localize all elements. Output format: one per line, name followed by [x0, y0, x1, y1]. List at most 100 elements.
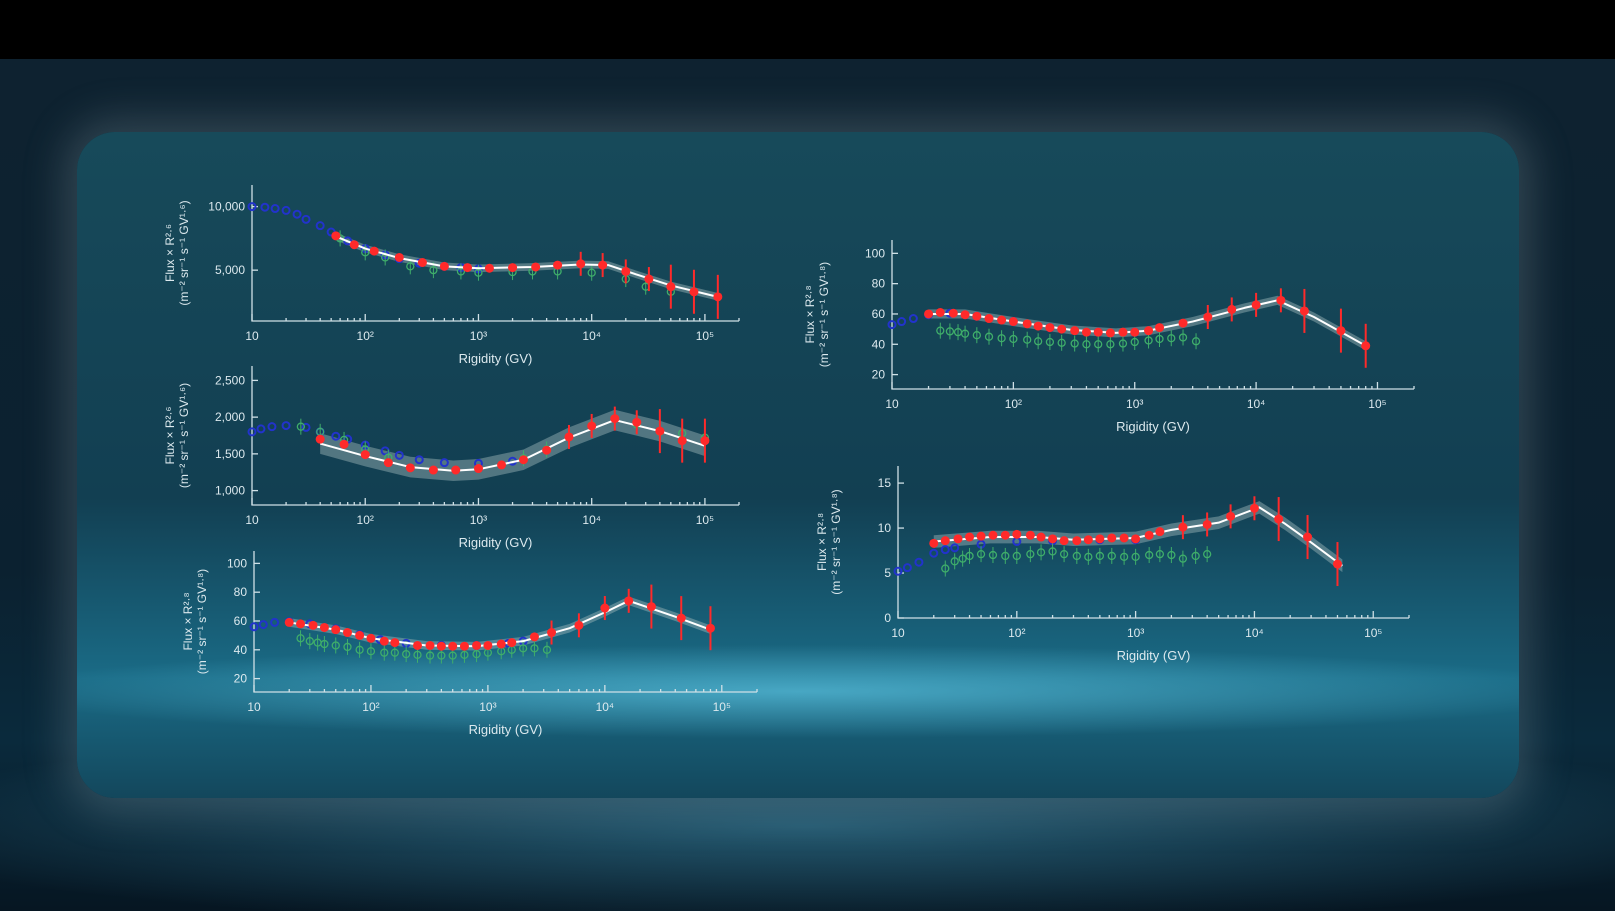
- other-data-point: [305, 637, 314, 646]
- ams-data-point: [924, 309, 934, 319]
- ams-data-point: [705, 623, 715, 633]
- ams-data-point: [483, 640, 493, 650]
- low-energy-data-point: [258, 620, 268, 630]
- low-energy-data-point: [247, 427, 257, 437]
- other-data-point: [1155, 549, 1165, 559]
- low-energy-data-point: [267, 422, 277, 432]
- ams-data-point: [1332, 559, 1342, 569]
- x-tick-label: 10: [891, 626, 905, 640]
- ams-data-point: [1008, 317, 1018, 327]
- other-data-point: [1155, 334, 1164, 344]
- other-data-point: [1118, 339, 1128, 348]
- top-black-bar: [0, 0, 1615, 59]
- other-data-point: [406, 262, 415, 271]
- y-tick-label: 40: [234, 643, 248, 657]
- other-data-point: [380, 648, 389, 657]
- ams-data-point: [1059, 536, 1069, 546]
- low-energy-data-point: [249, 622, 259, 632]
- other-data-point: [1036, 548, 1046, 557]
- ams-data-point: [394, 252, 404, 262]
- ams-data-point: [988, 530, 998, 540]
- other-data-point: [972, 331, 981, 340]
- other-data-point: [587, 268, 596, 277]
- other-data-point: [1178, 554, 1188, 563]
- other-data-point: [530, 644, 539, 653]
- other-data-point: [429, 266, 438, 275]
- ams-data-point: [574, 620, 584, 630]
- x-tick-label: 10³: [470, 513, 487, 527]
- low-energy-data-point: [940, 545, 950, 555]
- x-tick-label: 10⁴: [582, 513, 601, 527]
- x-tick-label: 10⁵: [713, 700, 731, 714]
- ams-data-point: [1361, 341, 1371, 351]
- ams-data-point: [1083, 535, 1093, 545]
- x-tick-label: 10³: [470, 329, 487, 343]
- ams-data-point: [1202, 519, 1212, 529]
- low-energy-data-point: [315, 221, 325, 231]
- other-data-point: [448, 651, 457, 660]
- other-data-point: [425, 651, 435, 660]
- low-energy-data-point: [331, 431, 341, 441]
- other-data-point: [1048, 547, 1057, 556]
- x-tick-label: 10⁴: [596, 700, 615, 714]
- other-data-point: [1001, 551, 1010, 561]
- other-data-point: [1072, 551, 1081, 561]
- ams-data-point: [1130, 327, 1140, 337]
- y-tick-label: 80: [234, 585, 248, 599]
- ams-data-point: [935, 307, 945, 317]
- ams-data-point: [1095, 534, 1105, 544]
- ams-data-point: [940, 536, 950, 546]
- x-tick-label: 10⁴: [1247, 397, 1266, 411]
- ams-data-point: [331, 231, 341, 241]
- low-energy-data-point: [897, 317, 907, 327]
- other-data-point: [960, 329, 970, 338]
- ams-data-point: [689, 287, 699, 297]
- ams-data-point: [1107, 533, 1117, 543]
- ams-data-point: [542, 445, 552, 455]
- low-energy-data-point: [281, 421, 291, 431]
- other-data-point: [343, 642, 352, 652]
- low-energy-data-point: [247, 202, 257, 212]
- ams-data-point: [1072, 536, 1082, 546]
- chart-panel: [77, 132, 1519, 798]
- ams-data-point: [390, 638, 400, 648]
- y-axis-units: (m⁻² sr⁻¹ s⁻¹ GV¹·⁸): [195, 569, 209, 674]
- ams-data-point: [1299, 306, 1309, 316]
- chart-2: 10 10² 10³ 10⁴ 10⁵ 1,000 1,500 2,000 2,500 Rigidi…: [163, 366, 740, 550]
- ams-data-point: [383, 458, 393, 468]
- other-data-point: [296, 422, 305, 431]
- ams-data-point: [1119, 533, 1129, 543]
- low-energy-data-point: [414, 455, 424, 465]
- ams-data-point: [331, 625, 341, 635]
- ams-data-point: [632, 417, 642, 427]
- other-data-point: [984, 332, 994, 341]
- low-energy-data-point: [301, 214, 311, 224]
- x-tick-label: 10⁵: [1364, 626, 1382, 640]
- low-energy-data-point: [439, 458, 449, 468]
- x-tick-label: 10²: [1008, 626, 1025, 640]
- low-energy-data-point: [950, 543, 960, 553]
- ams-data-point: [1178, 318, 1188, 328]
- other-data-point: [1130, 337, 1139, 347]
- x-tick-label: 10²: [362, 700, 379, 714]
- x-axis-label: Rigidity (GV): [459, 351, 533, 366]
- other-data-point: [1045, 337, 1055, 347]
- ams-data-point: [1336, 326, 1346, 336]
- x-tick-label: 10²: [1005, 397, 1022, 411]
- ams-data-point: [1144, 326, 1154, 336]
- y-axis-units: (m⁻² sr⁻¹ s⁻¹ GV¹·⁶): [177, 200, 191, 305]
- ams-data-point: [1155, 323, 1165, 333]
- x-tick-label: 10⁵: [696, 329, 714, 343]
- ams-data-point: [598, 260, 608, 270]
- other-data-point: [296, 634, 305, 643]
- ams-data-point: [439, 261, 449, 271]
- y-tick-label: 5,000: [215, 263, 245, 277]
- ams-data-point: [960, 310, 970, 320]
- x-tick-label: 10⁵: [1368, 397, 1386, 411]
- ams-data-point: [417, 258, 427, 268]
- other-data-point: [1191, 551, 1200, 561]
- other-data-point: [1009, 334, 1018, 344]
- x-tick-label: 10³: [479, 700, 496, 714]
- x-tick-label: 10: [885, 397, 899, 411]
- other-data-point: [936, 326, 945, 335]
